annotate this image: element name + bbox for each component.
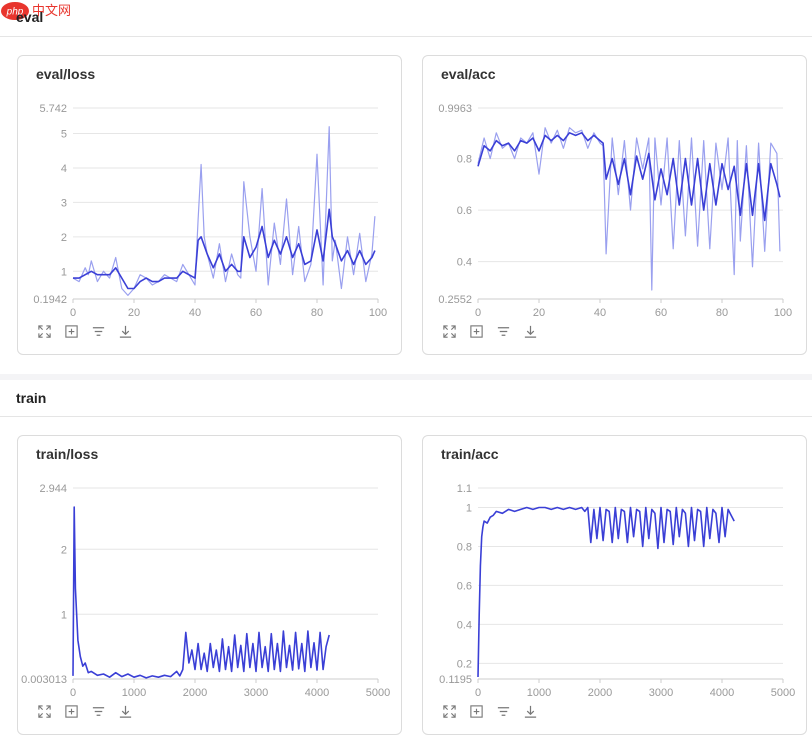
chart-card-eval-loss: eval/loss 1 2 3 4 5 5.742 0.1942 0 20 40 60 80 100 [17,55,402,355]
x-tick-label: 4000 [305,687,329,699]
section-separator-band [0,374,812,380]
php-cn-watermark: php 中文网 [0,0,90,22]
chart-toolbar [36,703,134,720]
filter-icon[interactable] [90,703,107,720]
y-tick-label: 1 [61,266,67,278]
x-tick-label: 40 [189,307,201,319]
fit-view-icon[interactable] [63,703,80,720]
chart-toolbar [441,703,539,720]
filter-icon[interactable] [90,323,107,340]
download-icon[interactable] [522,323,539,340]
x-tick-label: 2000 [183,687,207,699]
expand-icon[interactable] [441,703,458,720]
y-tick-label: 0.6 [457,205,472,217]
svg-text:中文网: 中文网 [32,4,71,19]
series-line-smoothed [72,506,330,679]
y-tick-label: 3 [61,197,67,209]
chart-card-eval-acc: eval/acc 0.4 0.6 0.8 0.9963 0.2552 0 20 40 60 80 1… [422,55,807,355]
download-icon[interactable] [117,703,134,720]
series-line-smoothed [477,506,735,678]
x-tick-label: 3000 [649,687,673,699]
y-tick-label: 0.003013 [21,674,67,686]
chart-title: eval/acc [441,66,496,82]
x-tick-label: 5000 [366,687,390,699]
y-tick-label: 2 [61,232,67,244]
x-tick-label: 2000 [588,687,612,699]
x-tick-label: 1000 [527,687,551,699]
download-icon[interactable] [117,323,134,340]
x-tick-label: 4000 [710,687,734,699]
fit-view-icon[interactable] [468,323,485,340]
expand-icon[interactable] [36,323,53,340]
x-tick-label: 3000 [244,687,268,699]
expand-icon[interactable] [36,703,53,720]
y-tick-label: 2.944 [39,483,67,495]
x-tick-label: 20 [128,307,140,319]
series-line-raw [477,127,781,291]
x-tick-label: 0 [70,687,76,699]
x-tick-label: 100 [369,307,387,319]
y-tick-label: 0.1195 [439,674,472,686]
chart-toolbar [441,323,539,340]
fit-view-icon[interactable] [468,703,485,720]
y-tick-label: 0.2552 [438,294,472,306]
filter-icon[interactable] [495,703,512,720]
section-divider [0,36,812,37]
x-tick-label: 0 [70,307,76,319]
x-tick-label: 0 [475,307,481,319]
expand-icon[interactable] [441,323,458,340]
x-tick-label: 1000 [122,687,146,699]
section-title-eval[interactable]: eval [16,9,44,25]
y-tick-label: 5 [61,129,67,141]
y-tick-label: 1 [61,609,67,621]
y-tick-label: 1 [466,502,472,514]
x-tick-label: 0 [475,687,481,699]
x-tick-label: 60 [250,307,262,319]
svg-text:php: php [6,7,24,18]
y-tick-label: 0.1942 [33,294,67,306]
download-icon[interactable] [522,703,539,720]
y-tick-label: 0.4 [457,257,472,269]
x-tick-label: 100 [774,307,792,319]
filter-icon[interactable] [495,323,512,340]
y-tick-label: 2 [61,544,67,556]
y-tick-label: 0.8 [457,541,472,553]
x-tick-label: 80 [716,307,728,319]
x-tick-label: 5000 [771,687,795,699]
y-tick-label: 0.2 [457,658,472,670]
chart-card-train-acc: train/acc 0.2 0.4 0.6 0.8 1 1.1 0.1195 0 1000 200… [422,435,807,735]
x-tick-label: 80 [311,307,323,319]
chart-toolbar [36,323,134,340]
x-tick-label: 20 [533,307,545,319]
section-divider [0,416,812,417]
series-line-smoothed [73,208,376,290]
chart-title: train/loss [36,446,99,462]
chart-title: train/acc [441,446,499,462]
x-tick-label: 40 [594,307,606,319]
y-tick-label: 5.742 [39,103,67,115]
chart-title: eval/loss [36,66,96,82]
y-tick-label: 0.6 [457,580,472,592]
y-tick-label: 1.1 [457,483,472,495]
fit-view-icon[interactable] [63,323,80,340]
chart-card-train-loss: train/loss 1 2 2.944 0.003013 0 1000 2000 3000 4… [17,435,402,735]
y-tick-label: 0.9963 [438,103,472,115]
php-cn-logo: php 中文网 [1,2,71,20]
y-tick-label: 0.4 [457,619,472,631]
series-line-smoothed [477,132,781,222]
section-title-train[interactable]: train [16,390,47,406]
y-tick-label: 4 [61,163,67,175]
x-tick-label: 60 [655,307,667,319]
y-tick-label: 0.8 [457,154,472,166]
